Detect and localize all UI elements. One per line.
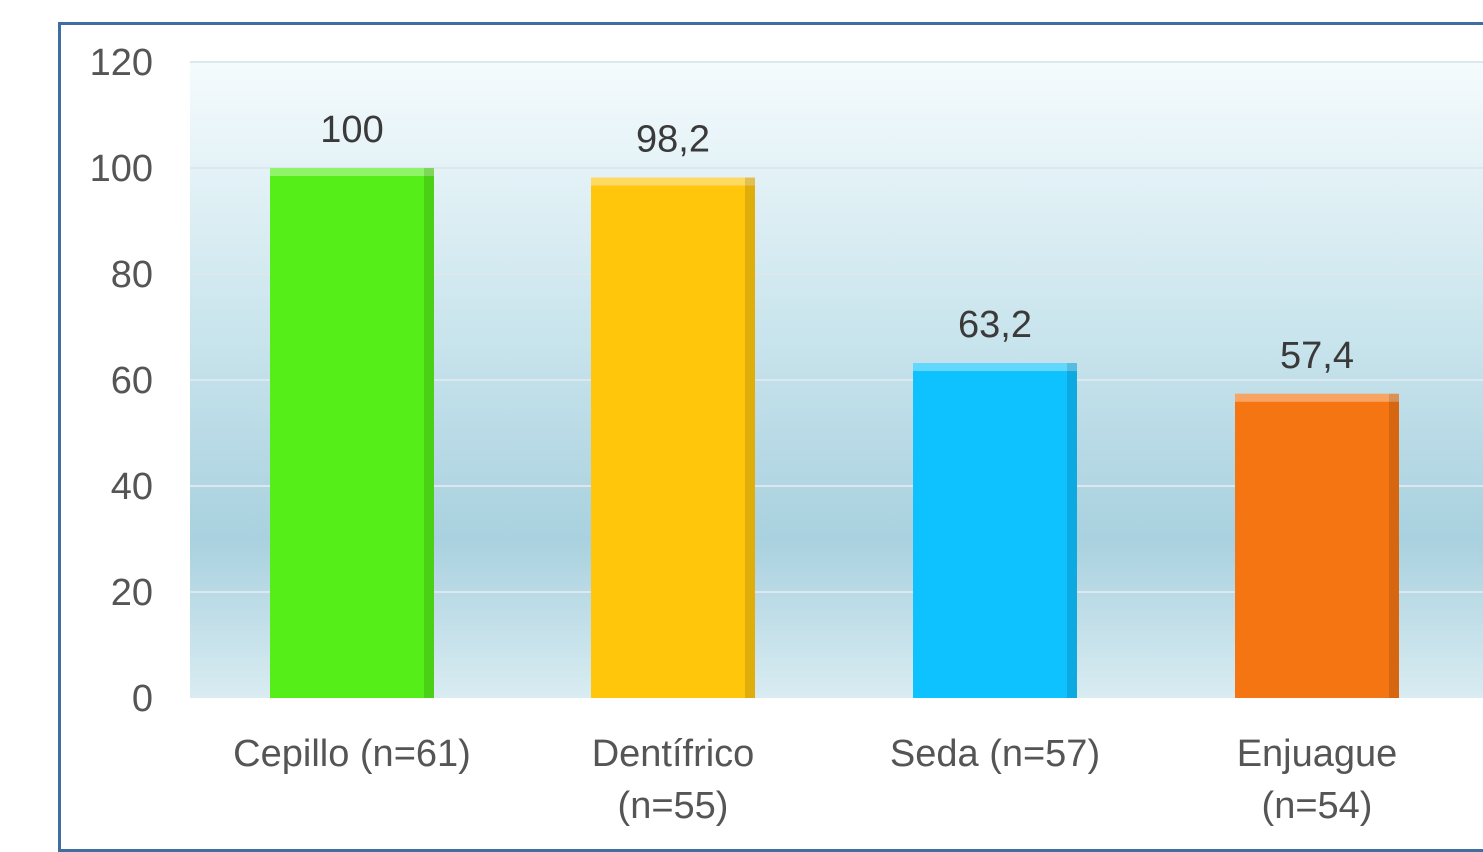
x-tick-label: (n=54) <box>1262 785 1373 827</box>
data-label: 57,4 <box>1280 335 1354 377</box>
x-tick-label: Seda (n=57) <box>890 733 1100 775</box>
bar-group <box>270 168 434 698</box>
y-tick-label: 80 <box>111 254 153 296</box>
bar-chart: 0 20 40 60 80 100 120 100 Cepillo (n=61) 98,2 Dent… <box>90 42 1483 827</box>
y-tick-label: 100 <box>90 148 153 190</box>
y-tick-label: 20 <box>111 572 153 614</box>
y-tick-label: 40 <box>111 466 153 508</box>
y-tick-label: 60 <box>111 360 153 402</box>
x-tick-label: Enjuague <box>1237 733 1398 775</box>
bar <box>591 177 755 699</box>
bar-shade <box>1389 393 1399 698</box>
x-tick-label: (n=55) <box>618 785 729 827</box>
y-tick-label: 0 <box>132 678 153 720</box>
data-label: 100 <box>320 109 383 151</box>
bar <box>913 363 1077 698</box>
y-tick-label: 120 <box>90 42 153 84</box>
bar-group <box>591 177 755 699</box>
data-label: 98,2 <box>636 119 710 161</box>
bar-highlight <box>1235 393 1399 402</box>
bar-shade <box>1067 363 1077 698</box>
bar-shade <box>745 177 755 699</box>
bar-group <box>1235 393 1399 698</box>
bar-highlight <box>591 177 755 186</box>
bar <box>1235 393 1399 698</box>
bar-highlight <box>913 363 1077 372</box>
bar-highlight <box>270 168 434 176</box>
bar-shade <box>424 168 434 698</box>
bar-group <box>913 363 1077 698</box>
x-tick-label: Cepillo (n=61) <box>233 733 471 775</box>
x-tick-label: Dentífrico <box>592 733 755 775</box>
bar <box>270 168 434 698</box>
data-label: 63,2 <box>958 304 1032 346</box>
